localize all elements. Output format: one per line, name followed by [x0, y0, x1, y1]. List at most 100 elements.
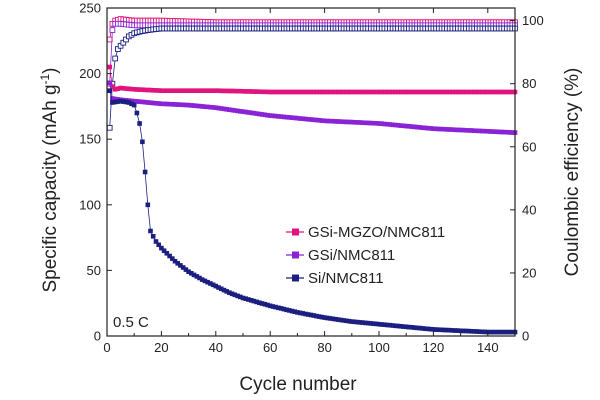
- data-point: [248, 298, 254, 303]
- data-point: [357, 320, 363, 325]
- data-point: [140, 87, 145, 92]
- data-point: [170, 102, 175, 107]
- data-point: [254, 111, 259, 116]
- data-point: [474, 329, 480, 334]
- data-point: [455, 328, 461, 333]
- data-point: [270, 89, 276, 95]
- data-point: [161, 101, 167, 107]
- data-point: [316, 118, 322, 123]
- data-point: [227, 88, 232, 94]
- data-point: [213, 105, 219, 110]
- y-left-title-main: Specific capacity (mAh g: [40, 84, 61, 292]
- data-point: [458, 127, 463, 133]
- data-point: [115, 99, 121, 104]
- data-point: [248, 110, 254, 116]
- data-point: [286, 115, 292, 120]
- data-point: [175, 88, 180, 93]
- series-si-nmc811: [107, 88, 518, 335]
- data-point: [341, 318, 346, 323]
- data-point: [281, 114, 287, 120]
- data-point: [425, 125, 431, 131]
- data-point: [425, 326, 431, 332]
- data-point: [439, 327, 444, 333]
- data-point: [344, 89, 349, 95]
- data-point: [145, 87, 151, 93]
- data-point: [126, 86, 132, 92]
- data-point: [365, 320, 371, 326]
- data-point: [485, 89, 491, 95]
- data-point: [153, 101, 159, 106]
- data-point: [235, 293, 240, 299]
- data-point: [322, 315, 327, 320]
- data-point: [106, 36, 113, 43]
- data-point: [194, 274, 200, 279]
- x-tick-label: 120: [423, 340, 445, 355]
- data-point: [382, 89, 387, 95]
- data-point: [284, 114, 289, 120]
- data-point: [262, 112, 268, 118]
- data-point: [145, 202, 151, 208]
- data-point: [110, 84, 115, 89]
- data-point: [490, 329, 496, 335]
- data-point: [322, 89, 327, 95]
- y-left-tick-label: 0: [94, 329, 101, 344]
- data-point: [194, 88, 200, 93]
- data-point: [493, 329, 499, 335]
- data-point: [265, 302, 270, 308]
- data-point: [186, 102, 191, 108]
- data-point: [316, 89, 322, 95]
- data-point: [153, 88, 159, 93]
- data-point: [485, 129, 491, 134]
- data-point: [482, 89, 488, 95]
- data-point: [431, 126, 436, 131]
- data-point: [311, 89, 316, 95]
- data-point: [414, 89, 420, 95]
- data-point: [156, 88, 161, 93]
- y-left-tick-label: 250: [79, 1, 101, 16]
- data-point: [374, 121, 379, 126]
- data-point: [243, 89, 248, 94]
- data-point: [365, 120, 371, 126]
- data-point: [208, 88, 213, 93]
- data-point: [227, 290, 232, 295]
- data-point: [148, 228, 153, 234]
- data-point: [286, 308, 292, 313]
- data-point: [422, 326, 428, 331]
- data-point: [382, 322, 387, 327]
- y-left-axis-title: Specific capacity (mAh g-1): [38, 67, 61, 292]
- data-point: [409, 325, 414, 330]
- data-point: [213, 283, 219, 289]
- data-point: [444, 89, 450, 95]
- legend-item-gsi-nmc811: GSi/NMC811: [286, 247, 395, 264]
- data-point: [488, 129, 493, 134]
- data-point: [477, 89, 482, 95]
- data-point: [510, 130, 515, 135]
- data-point: [314, 117, 319, 123]
- data-point: [167, 88, 172, 93]
- data-point: [504, 329, 510, 335]
- y-right-tick-label: 20: [522, 265, 536, 280]
- data-point: [335, 317, 341, 322]
- data-point: [123, 86, 129, 91]
- data-point: [284, 307, 289, 313]
- y-left-tick-label: 50: [87, 263, 101, 278]
- data-point: [308, 117, 314, 122]
- data-point: [436, 89, 442, 95]
- data-point: [208, 104, 213, 110]
- y-left-tick-label: 150: [79, 132, 101, 147]
- data-point: [202, 104, 208, 109]
- data-point: [368, 321, 374, 326]
- data-point: [295, 89, 300, 95]
- y-right-tick-label: 40: [522, 202, 536, 217]
- data-point: [455, 89, 461, 95]
- data-point: [325, 89, 330, 95]
- data-point: [238, 294, 243, 300]
- data-point: [471, 89, 477, 95]
- y-left-title-end: ): [40, 67, 61, 73]
- data-point: [164, 101, 170, 107]
- data-point: [393, 89, 398, 95]
- data-point: [112, 99, 118, 105]
- data-point: [414, 124, 420, 130]
- data-point: [107, 88, 112, 93]
